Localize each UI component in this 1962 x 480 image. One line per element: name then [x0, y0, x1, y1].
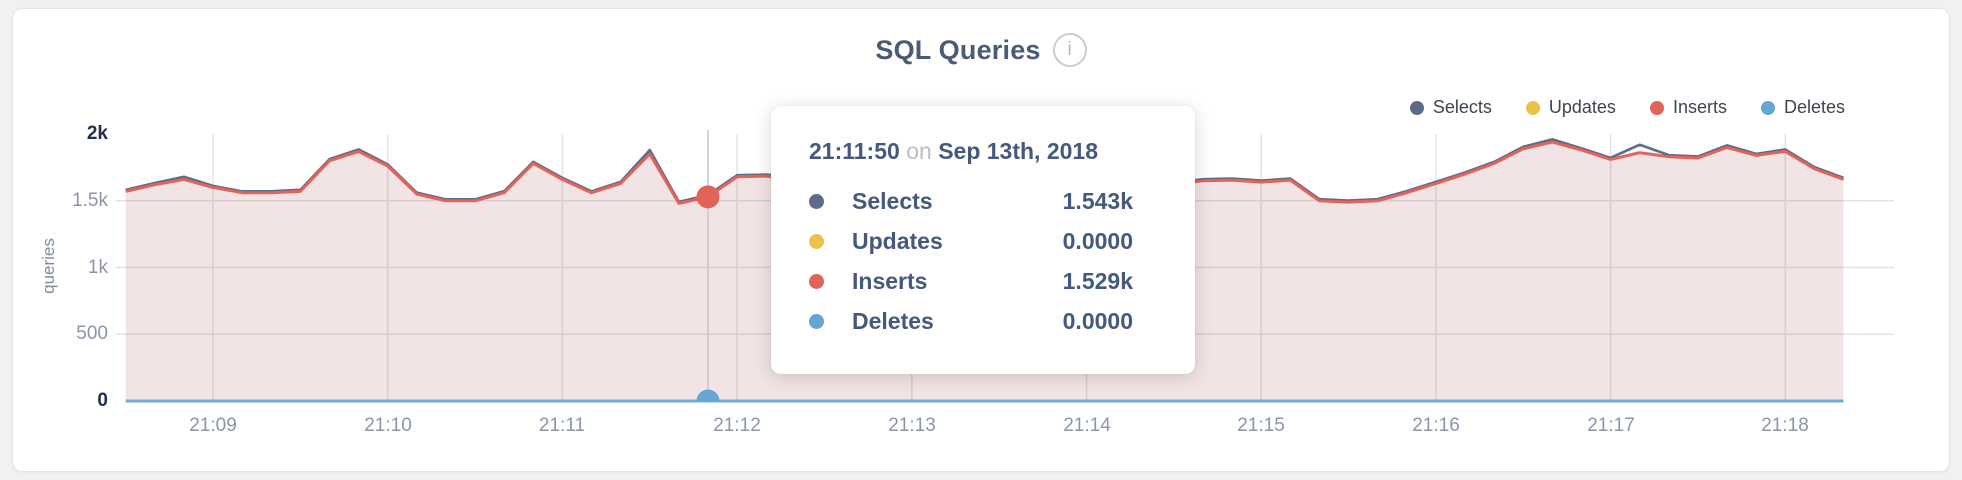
x-axis-tick-label: 21:09: [189, 415, 237, 436]
x-axis-tick-label: 21:15: [1237, 415, 1285, 436]
tooltip-series-dot: [809, 193, 824, 209]
tooltip-date: Sep 13th, 2018: [938, 138, 1098, 164]
tooltip-series-value: 1.543k: [1062, 187, 1133, 214]
legend-label: Inserts: [1672, 97, 1727, 117]
hover-point-deletes: [696, 389, 720, 401]
tooltip-series-label: Deletes: [852, 307, 934, 334]
chart-card: SQL Queries i Selects Updates Inserts Delet…: [12, 8, 1950, 472]
tooltip-row-inserts: Inserts 1.529k: [809, 261, 1133, 301]
info-icon[interactable]: i: [1052, 33, 1087, 67]
chart-title: SQL Queries: [875, 34, 1041, 65]
tooltip-series-value: 0.0000: [1062, 227, 1133, 254]
legend-label: Deletes: [1783, 97, 1845, 117]
tooltip-row-selects: Selects 1.543k: [809, 181, 1133, 221]
tooltip-series-dot: [809, 273, 824, 289]
x-axis-tick-label: 21:14: [1063, 415, 1111, 436]
x-axis-tick-label: 21:18: [1761, 415, 1809, 436]
y-axis-tick-label: 0: [97, 390, 108, 411]
tooltip-series-label: Updates: [852, 227, 943, 254]
legend-label: Selects: [1432, 97, 1492, 117]
legend-item-inserts[interactable]: Inserts: [1649, 97, 1727, 118]
chart-tooltip: 21:11:50 on Sep 13th, 2018 Selects 1.543k…: [771, 106, 1195, 374]
tooltip-series-value: 1.529k: [1062, 267, 1133, 294]
x-axis-tick-label: 21:11: [538, 415, 586, 436]
hover-point-inserts: [696, 185, 720, 209]
tooltip-row-deletes: Deletes 0.0000: [809, 301, 1133, 341]
legend-item-deletes[interactable]: Deletes: [1760, 97, 1845, 118]
legend-dot: [1409, 100, 1424, 115]
tooltip-time: 21:11:50: [809, 138, 900, 164]
y-axis-tick-label: 1k: [87, 257, 108, 278]
tooltip-series-dot: [809, 233, 824, 249]
legend-dot: [1525, 100, 1540, 115]
legend-item-updates[interactable]: Updates: [1525, 97, 1616, 118]
x-axis-tick-label: 21:10: [364, 415, 412, 436]
y-axis-tick-label: 500: [76, 323, 108, 344]
tooltip-series-value: 0.0000: [1062, 307, 1133, 334]
legend-dot: [1760, 100, 1775, 115]
tooltip-series-label: Selects: [852, 187, 933, 214]
tooltip-header: 21:11:50 on Sep 13th, 2018: [809, 138, 1133, 165]
x-axis-tick-label: 21:13: [888, 415, 936, 436]
legend-label: Updates: [1548, 97, 1616, 117]
x-axis-tick-label: 21:12: [713, 415, 761, 436]
tooltip-conjunction: on: [906, 138, 932, 164]
x-axis-tick-label: 21:16: [1412, 415, 1460, 436]
legend-dot: [1649, 100, 1664, 115]
y-axis-tick-label: 2k: [86, 123, 108, 144]
chart-header: SQL Queries i: [13, 33, 1949, 67]
legend-item-selects[interactable]: Selects: [1409, 97, 1492, 118]
tooltip-row-updates: Updates 0.0000: [809, 221, 1133, 261]
tooltip-series-label: Inserts: [852, 267, 928, 294]
x-axis-tick-label: 21:17: [1587, 415, 1635, 436]
tooltip-rows: Selects 1.543k Updates 0.0000 Inserts 1.529k D…: [809, 181, 1133, 341]
legend: Selects Updates Inserts Deletes: [1409, 97, 1845, 118]
y-axis-tick-label: 1.5k: [72, 190, 108, 211]
tooltip-series-dot: [809, 313, 824, 329]
